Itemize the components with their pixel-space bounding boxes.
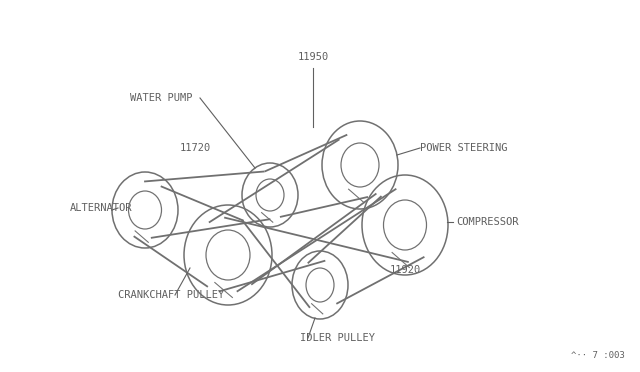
Text: 11720: 11720 bbox=[179, 143, 211, 153]
Text: COMPRESSOR: COMPRESSOR bbox=[456, 217, 518, 227]
Text: WATER PUMP: WATER PUMP bbox=[131, 93, 193, 103]
Text: CRANKCHAFT PULLEY: CRANKCHAFT PULLEY bbox=[118, 290, 224, 300]
Text: ^·· 7 :003: ^·· 7 :003 bbox=[572, 351, 625, 360]
Text: POWER STEERING: POWER STEERING bbox=[420, 143, 508, 153]
Text: 11950: 11950 bbox=[298, 52, 328, 62]
Text: IDLER PULLEY: IDLER PULLEY bbox=[300, 333, 375, 343]
Text: 11920: 11920 bbox=[390, 265, 421, 275]
Text: ALTERNATOR: ALTERNATOR bbox=[70, 203, 132, 213]
